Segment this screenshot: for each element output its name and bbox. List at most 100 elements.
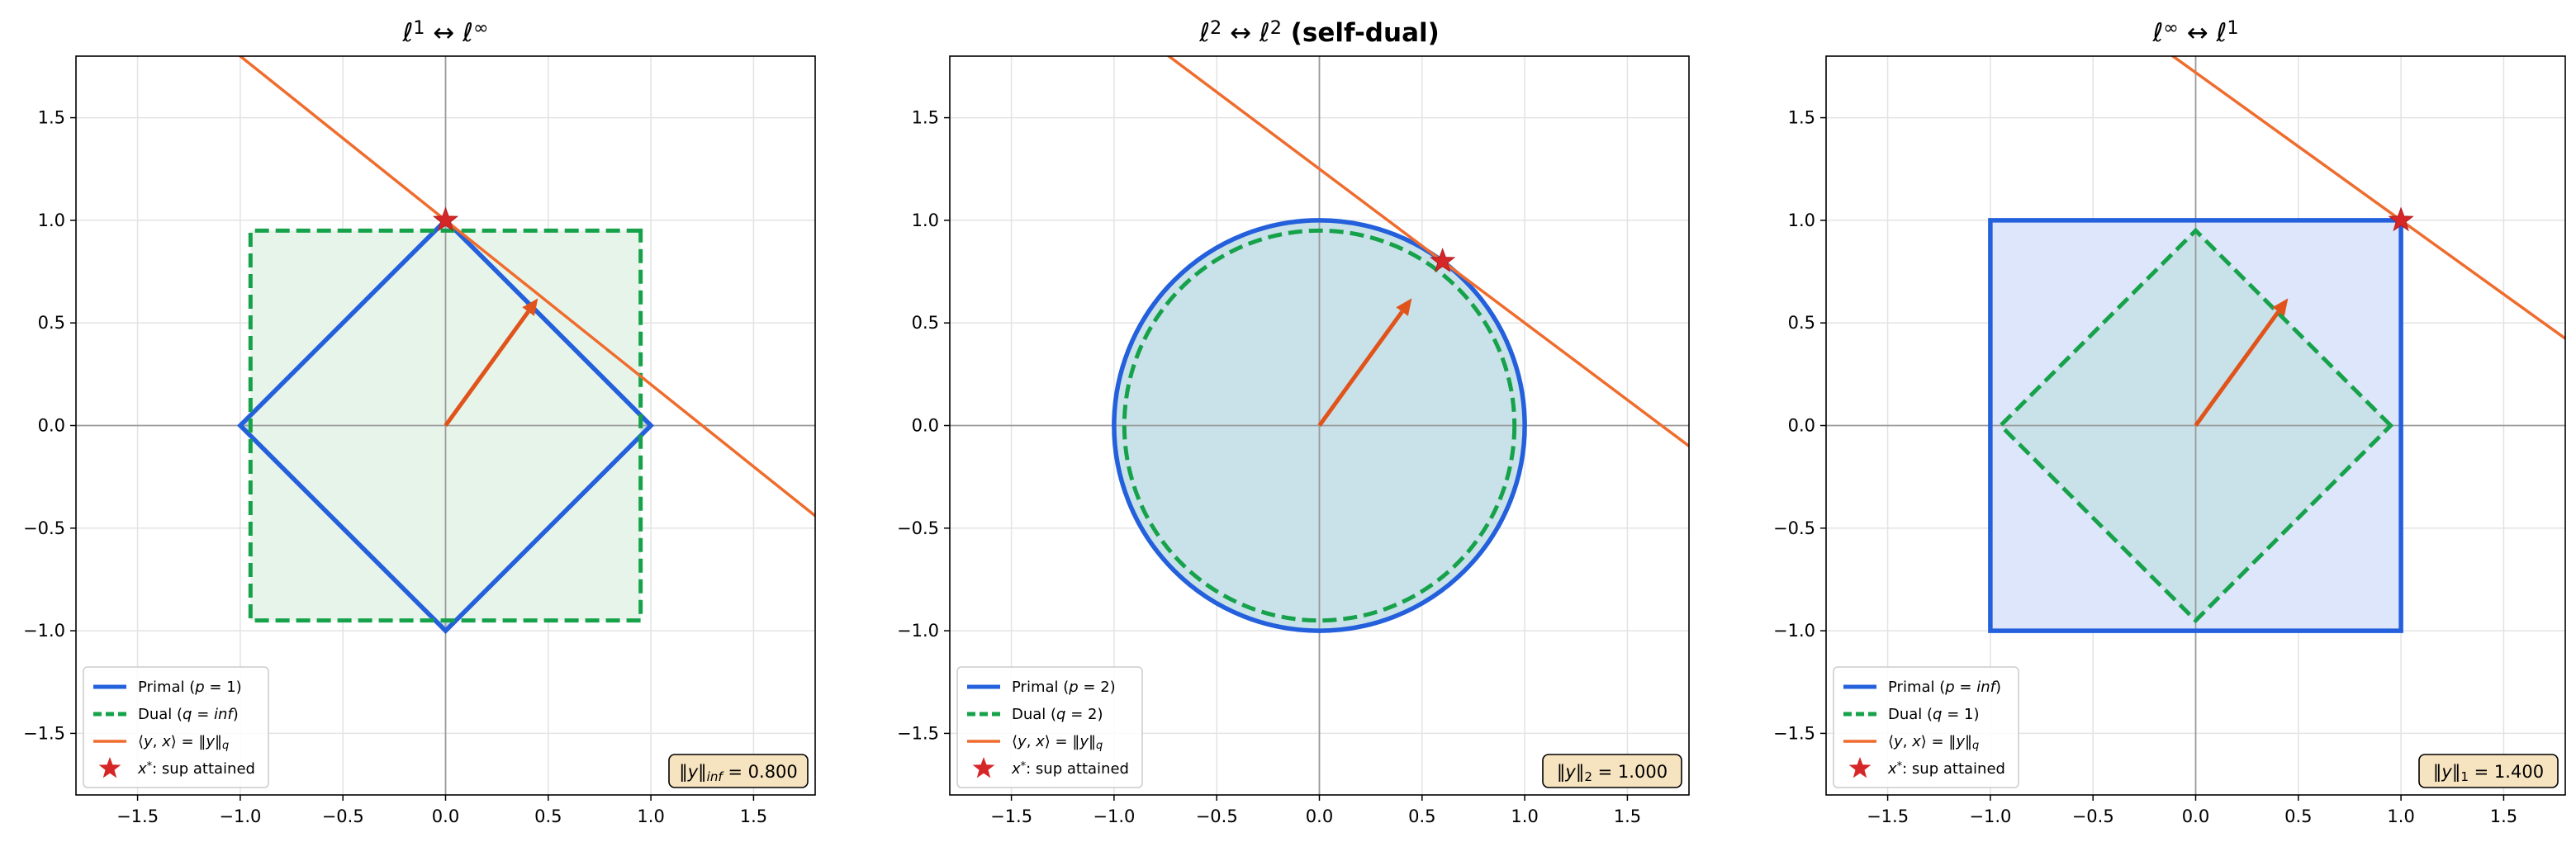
text-part: x [1035,733,1045,750]
norm-badge-label: ‖y‖inf = 0.800 [679,762,798,784]
text-part: : sup attained [152,760,255,778]
text-part: , [153,733,162,750]
text-part: Dual ( [138,706,183,723]
y-tick-label: 0.5 [912,313,939,333]
text-part: y [1079,733,1089,750]
x-tick-label: 0.5 [1408,807,1435,826]
primal-boundary [1988,218,2403,633]
legend-box [1833,666,2019,788]
plot-content [1826,56,2565,795]
legend-label-dual: Dual (q = 1) [1888,706,1979,723]
text-part: = [192,706,214,723]
x-tick-label: −1.0 [1969,807,2011,826]
y-tick-label: −1.0 [1773,621,1815,641]
text-part: ℓ [2151,18,2163,48]
text-part: y [205,733,215,750]
text-part: y [1564,762,1576,782]
y-tick-label: −0.5 [23,518,65,538]
dual-boundary [248,228,643,623]
x-tick-label: 0.5 [534,807,562,826]
text-part: q [1972,740,1979,752]
legend-label-dual: Dual (q = inf) [138,706,239,723]
legend-label-star: x*: sup attained [1011,760,1129,778]
text-part: = 2) [1079,679,1116,696]
legend-label-star: x*: sup attained [137,760,255,778]
y-tick-label: −0.5 [897,518,939,538]
text-part: Dual ( [1888,706,1933,723]
legend-label-primal: Primal (p = 1) [138,679,242,696]
text-part: 1 [2227,17,2238,39]
text-part: 1 [413,17,425,39]
x-tick-label: 0.5 [2284,807,2312,826]
text-part: inf [707,769,725,784]
primal-boundary [236,216,655,635]
y-tick-label: −1.0 [897,621,939,641]
text-part: ↔ [425,18,463,48]
text-part: = 1) [205,679,242,696]
chart-panel-1: ℓ1 ↔ ℓ∞−1.5 −1.0 −0.5 0.0 0.5 1.0 1.5−1.5−1.0−… [23,17,816,826]
legend-label-primal: Primal (p = 2) [1012,679,1116,696]
text-part: ) [1995,679,2001,696]
text-part: ‖ [679,762,688,783]
chart-panel-3: ℓ∞ ↔ ℓ1−1.5 −1.0 −0.5 0.0 0.5 1.0 1.5−1.5−1.0−… [1773,17,2566,826]
text-part: ⟨ [138,733,144,750]
text-part: ⟩ = ‖ [171,733,206,750]
arrow-shaft [2194,310,2280,427]
text-part: = 1.000 [1592,762,1668,782]
legend-box [956,666,1143,788]
text-part: y [1955,733,1965,750]
x-tick-label: 1.5 [2490,807,2517,826]
text-part: = [1955,679,1977,696]
norm-badge-label: ‖y‖2 = 1.000 [1557,762,1668,784]
text-part: ‖ [1576,762,1585,783]
legend-label-line: ⟨y, x⟩ = ‖y‖q [1012,733,1103,752]
text-part: ‖ [215,733,222,750]
text-part: ℓ [2216,18,2227,48]
legend-label-dual: Dual (q = 2) [1012,706,1103,723]
text-part: x [137,760,147,778]
text-part: ) [233,706,239,723]
legend-handle-star [972,757,995,778]
x-tick-label: −0.5 [1196,807,1238,826]
norm-badge [1542,754,1682,788]
text-part: x [1911,733,1921,750]
text-part: inf [214,706,235,723]
legend: Primal (p = inf) Dual (q = 1) ⟨y, x⟩ = ‖y‖… [1833,666,2019,788]
text-part: ∞ [2163,17,2179,39]
primal-boundary [1112,218,1527,633]
text-part: y [687,762,699,782]
text-part: : sup attained [1026,760,1129,778]
legend-handle-star [98,757,121,778]
panel-title: ℓ2 ↔ ℓ2 (self-dual) [1198,17,1440,48]
text-part: p [194,679,204,696]
text-part: q [1056,706,1065,723]
text-part: , [1027,733,1036,750]
panel-title: ℓ∞ ↔ ℓ1 [2151,17,2238,48]
text-part: ⟩ = ‖ [1045,733,1080,750]
y-tick-label: 1.0 [38,210,65,230]
arrow-head [2272,298,2289,316]
arrow-head [1396,298,1412,316]
text-part: 2 [1270,17,1282,39]
text-part: q [1933,706,1942,723]
y-tick-label: 0.5 [1788,313,1815,333]
legend-label-primal: Primal (p = inf) [1888,679,2001,696]
text-part: q [183,706,192,723]
legend: Primal (p = 1)Dual (q = inf)⟨y, x⟩ = ‖y‖… [83,666,269,788]
y-tick-label: 1.5 [38,108,65,128]
x-tick-label: −0.5 [2072,807,2114,826]
text-part: x [1887,760,1897,778]
text-part: ℓ [1259,18,1270,48]
text-part: ‖ [2433,762,2442,783]
x-tick-label: 1.5 [1614,807,1641,826]
legend-label-line: ⟨y, x⟩ = ‖y‖q [1888,733,1979,752]
text-part: ℓ [1198,18,1210,48]
text-part: ⟨ [1012,733,1018,750]
text-part: Primal ( [1012,679,1069,696]
chart-panel-2: ℓ2 ↔ ℓ2 (self-dual)−1.5 −1.0 −0.5 0.0 0.5 1.0… [897,17,1690,826]
text-part: = 0.800 [723,762,798,782]
y-tick-label: 1.0 [912,210,939,230]
text-part: ∞ [473,17,489,39]
y-tick-label: 0.0 [912,416,939,436]
text-part: * [147,760,153,773]
